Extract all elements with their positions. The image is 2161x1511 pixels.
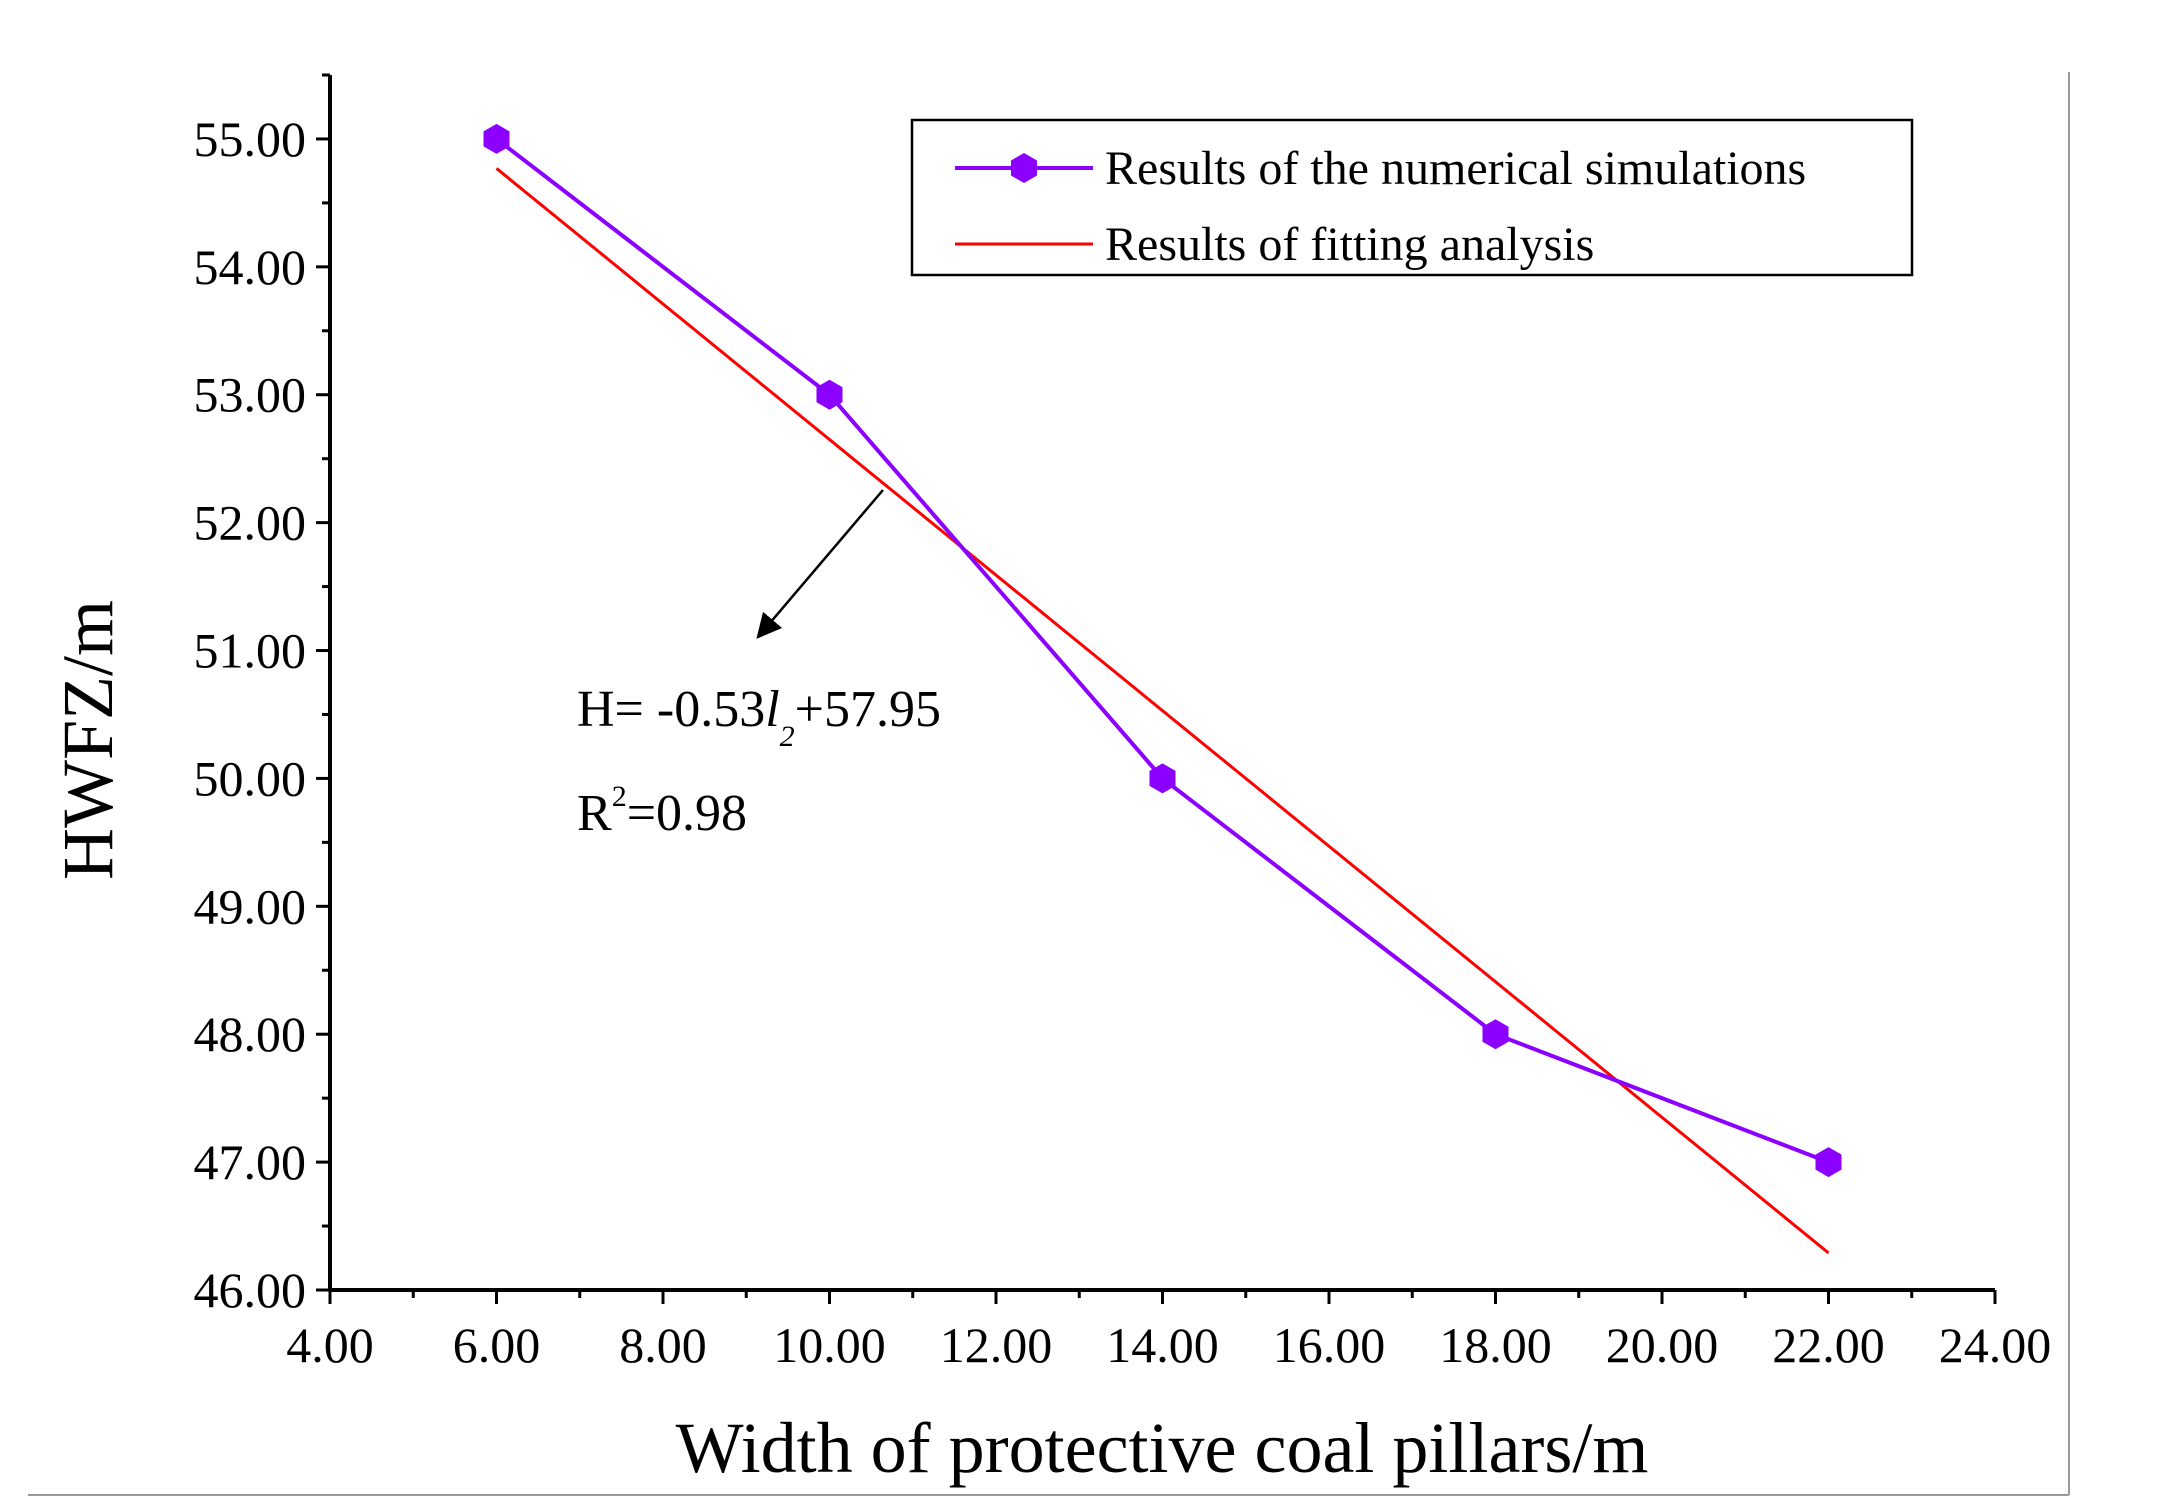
legend-marker-simulation [1011,153,1037,183]
x-tick-label: 16.00 [1273,1317,1386,1373]
y-tick-label: 48.00 [194,1006,307,1062]
y-tick-label: 51.00 [194,623,307,679]
simulation-line [495,137,1830,1164]
legend: Results of the numerical simulations Res… [910,118,1914,277]
x-tick-label: 10.00 [773,1317,886,1373]
y-tick-label: 46.00 [194,1262,307,1318]
legend-label-fitting: Results of fitting analysis [1105,218,1594,271]
equation-subscript: 2 [780,720,795,753]
x-tick-label: 12.00 [940,1317,1053,1373]
x-tick-label: 24.00 [1939,1317,2052,1373]
y-tick-label: 50.00 [194,750,307,806]
simulation-point [1815,1147,1842,1178]
equation-annotation: H= -0.53l2+57.95 [577,681,941,753]
x-tick-label: 8.00 [619,1317,707,1373]
tick-label-layer: 4.00 6.00 8.00 10.00 12.00 14.00 16.00 18.00 20.… [194,111,2052,1373]
fitting-line [495,167,1830,1255]
series-layer [483,123,1842,1255]
equation-prefix: H= -0.53 [577,681,765,738]
x-tick-label: 4.00 [286,1317,374,1373]
y-tick-label: 52.00 [194,495,307,551]
equation-suffix: +57.95 [795,681,941,738]
annotation-arrow [756,489,884,639]
r2-suffix: =0.98 [627,785,747,842]
y-tick-label: 53.00 [194,367,307,423]
y-tick-label: 49.00 [194,878,307,934]
x-tick-label: 18.00 [1439,1317,1552,1373]
equation-variable: l [765,681,779,738]
x-tick-label: 22.00 [1772,1317,1885,1373]
x-tick-label: 14.00 [1106,1317,1219,1373]
y-tick-label: 47.00 [194,1134,307,1190]
simulation-point [1149,763,1176,794]
r-squared-annotation: R2=0.98 [577,780,747,842]
simulation-point [1482,1019,1509,1050]
x-tick-label: 20.00 [1606,1317,1719,1373]
y-tick-label: 54.00 [194,239,307,295]
simulation-point [483,123,510,154]
y-tick-label: 55.00 [194,111,307,167]
legend-box [910,118,1914,277]
x-axis-title: Width of protective coal pillars/m [676,1408,1649,1488]
simulation-point [816,379,843,410]
r2-prefix: R [577,785,612,842]
y-axis-title: HWFZ/m [48,600,128,880]
x-tick-label: 6.00 [453,1317,541,1373]
r2-superscript: 2 [612,780,627,813]
legend-label-simulation: Results of the numerical simulations [1105,142,1806,195]
